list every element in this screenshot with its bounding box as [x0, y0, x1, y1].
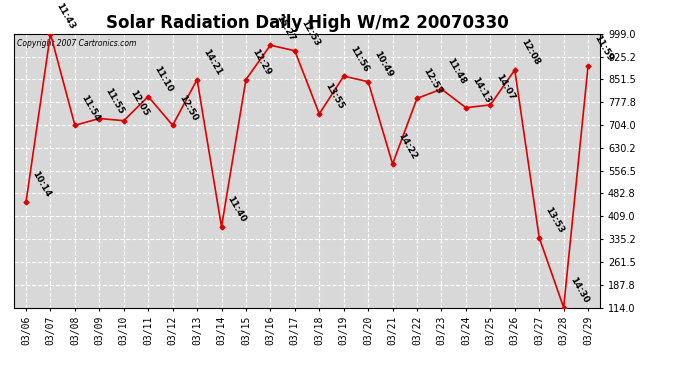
Text: 13:55: 13:55: [324, 82, 346, 111]
Text: 11:56: 11:56: [348, 44, 370, 74]
Text: 10:14: 10:14: [30, 170, 52, 199]
Text: 11:10: 11:10: [152, 64, 175, 94]
Text: 12:05: 12:05: [128, 89, 150, 118]
Text: 13:53: 13:53: [543, 206, 566, 235]
Text: 12:53: 12:53: [299, 19, 321, 48]
Text: 11:48: 11:48: [446, 57, 468, 86]
Text: 14:21: 14:21: [201, 47, 224, 77]
Text: 11:55: 11:55: [104, 86, 126, 116]
Text: 11:40: 11:40: [226, 195, 248, 224]
Text: 12:53: 12:53: [421, 66, 443, 96]
Title: Solar Radiation Daily High W/m2 20070330: Solar Radiation Daily High W/m2 20070330: [106, 14, 509, 32]
Text: 12:08: 12:08: [519, 38, 541, 67]
Text: 11:43: 11:43: [55, 2, 77, 31]
Text: 11:54: 11:54: [79, 93, 101, 123]
Text: 15:27: 15:27: [275, 13, 297, 42]
Text: 11:59: 11:59: [592, 34, 614, 63]
Text: 14:13: 14:13: [470, 75, 492, 105]
Text: 10:49: 10:49: [373, 50, 395, 79]
Text: 14:30: 14:30: [568, 275, 590, 305]
Text: 12:50: 12:50: [177, 93, 199, 123]
Text: 12:29: 12:29: [250, 47, 273, 77]
Text: Copyright 2007 Cartronics.com: Copyright 2007 Cartronics.com: [17, 39, 136, 48]
Text: 14:07: 14:07: [495, 73, 517, 102]
Text: 14:22: 14:22: [397, 132, 419, 161]
